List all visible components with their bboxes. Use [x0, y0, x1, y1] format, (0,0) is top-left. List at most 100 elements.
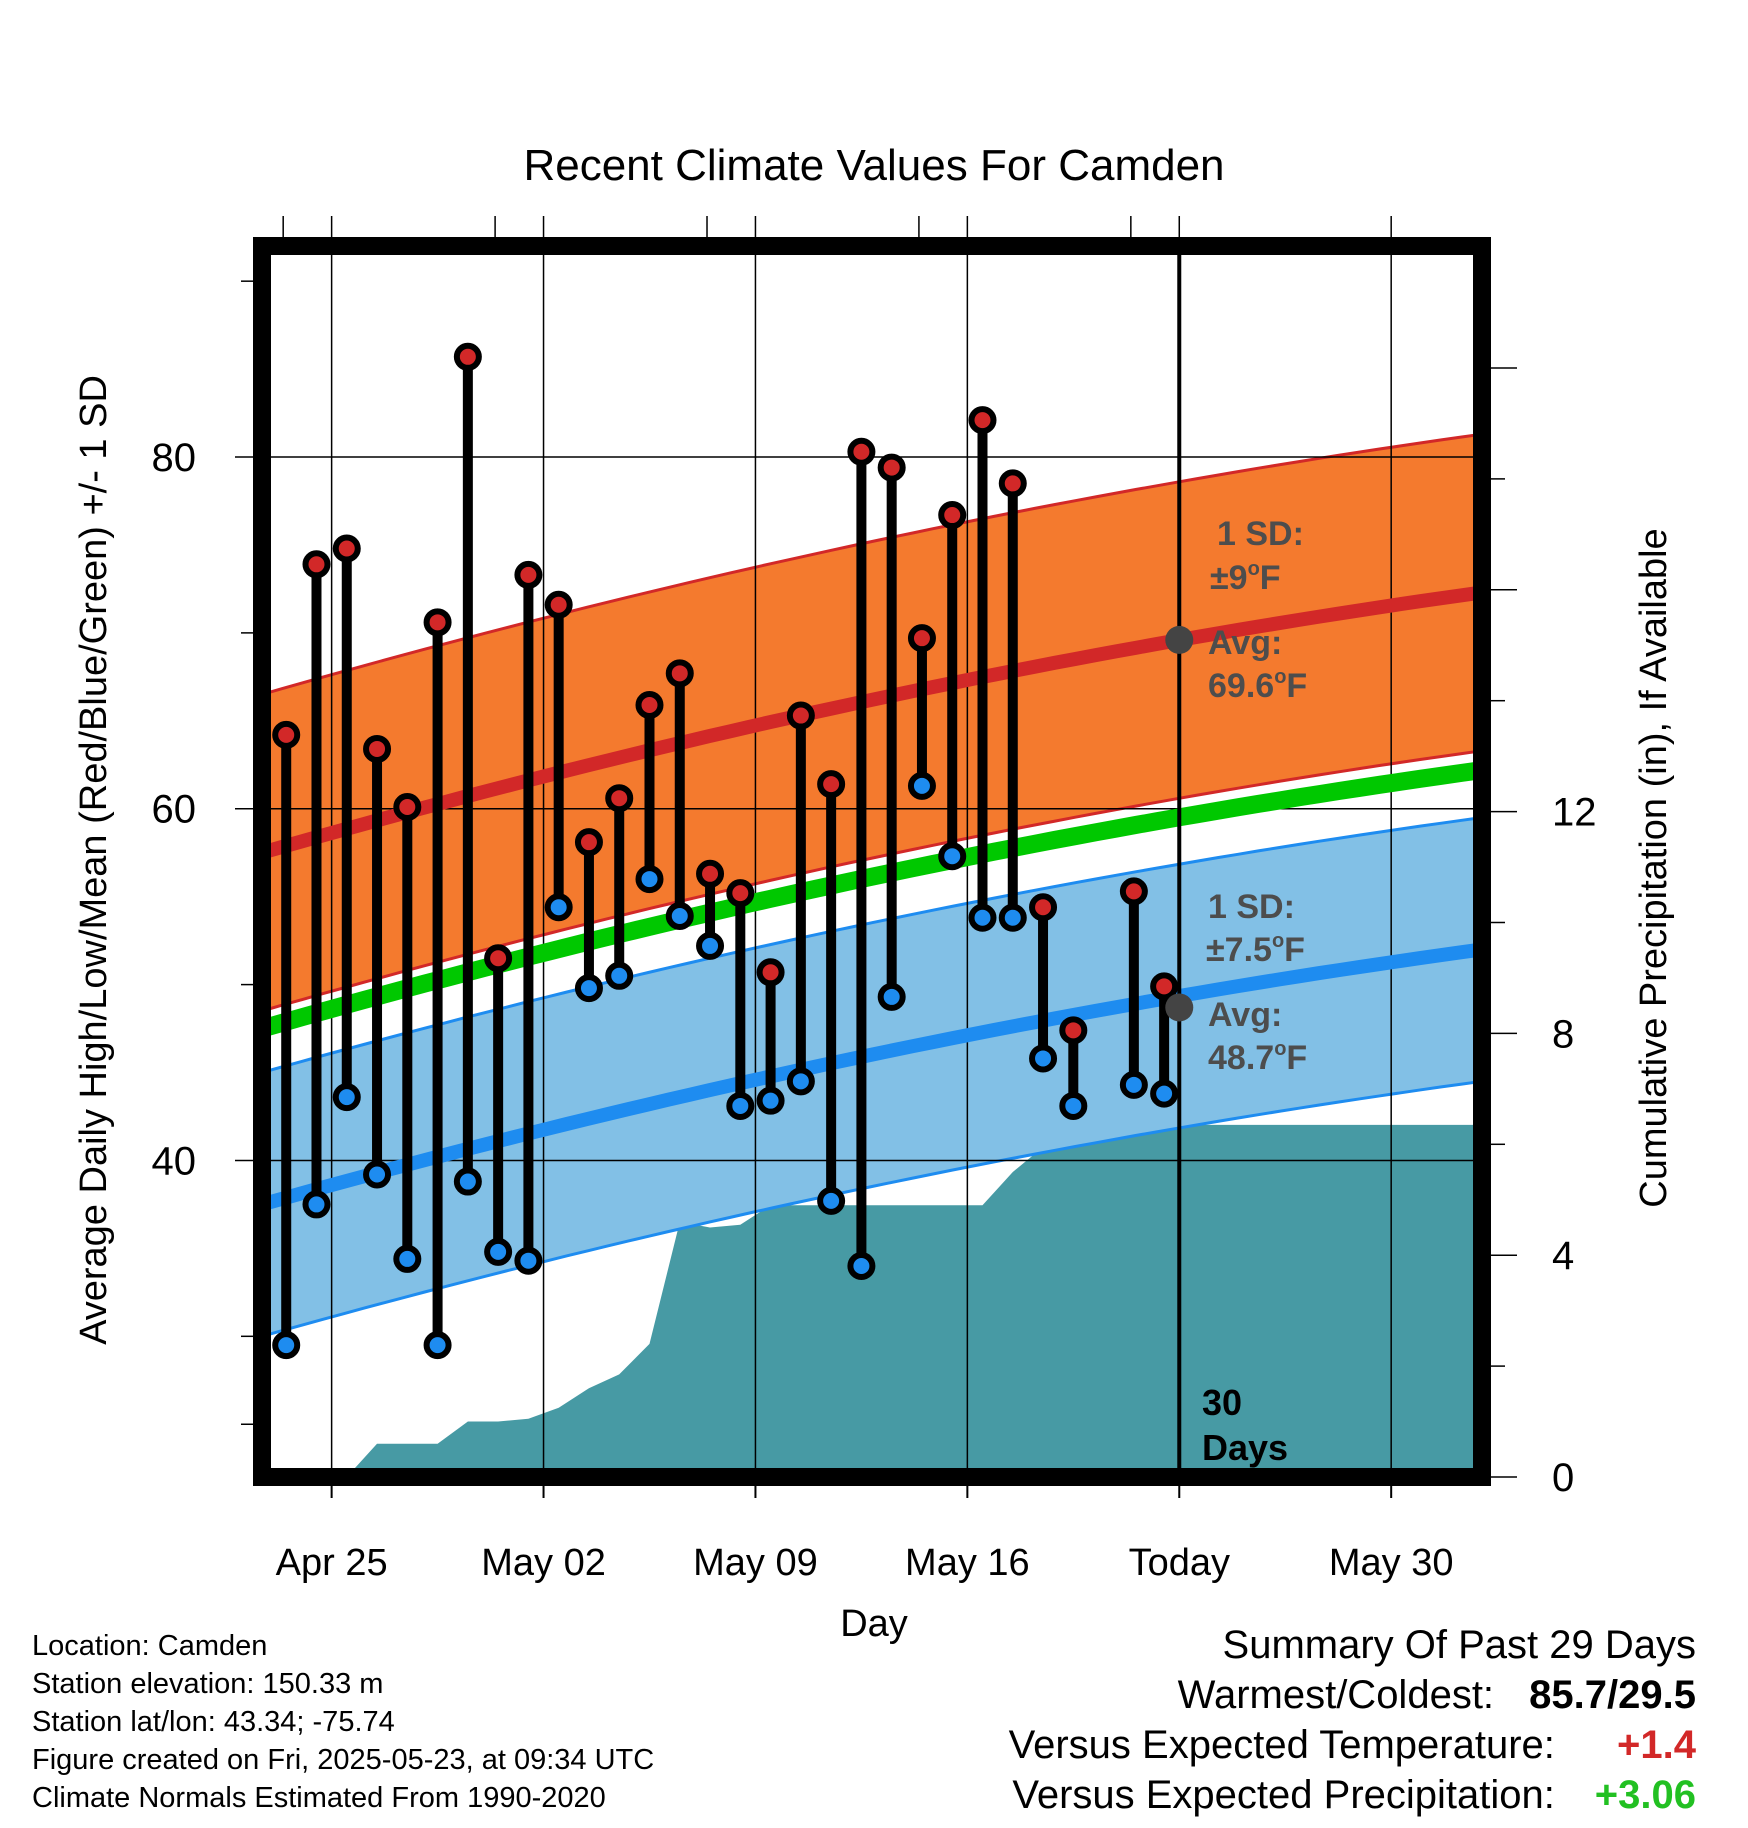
high-point-12	[635, 690, 664, 719]
high-point-19	[847, 437, 876, 466]
summary-warmest-row: Warmest/Coldest: 85.7/29.5	[1009, 1670, 1696, 1720]
high-point-27	[1119, 877, 1148, 906]
high-point-20	[877, 453, 906, 482]
y-right-tick-label-1: 4	[1552, 1234, 1574, 1278]
info-elevation: Station elevation: 150.33 m	[32, 1668, 384, 1700]
y-axis-left-label: Average Daily High/Low/Mean (Red/Blue/Gr…	[73, 375, 115, 1345]
high-point-22	[938, 501, 967, 530]
low-sd-lower-edge	[261, 1079, 1483, 1338]
x-tick-label-4: Today	[1129, 1542, 1230, 1584]
x-tick-label-5: May 30	[1329, 1542, 1454, 1584]
low-point-8	[514, 1246, 543, 1275]
low-avg-value: 48.7oF	[1208, 1038, 1307, 1077]
y-right-tick-label-3: 12	[1552, 791, 1597, 835]
low-avg-label: Avg:	[1208, 996, 1282, 1034]
high-point-8	[514, 560, 543, 589]
low-point-27	[1119, 1070, 1148, 1099]
precip-area	[286, 1122, 1483, 1477]
summary-title: Summary Of Past 29 Days	[1222, 1623, 1696, 1667]
y-right-tick-label-2: 8	[1552, 1012, 1574, 1056]
low-point-10	[574, 974, 603, 1003]
info-latlon: Station lat/lon: 43.34; -75.74	[32, 1706, 395, 1738]
warmest-label: Warmest/Coldest:	[1177, 1673, 1495, 1717]
x-tick-label-2: May 09	[693, 1542, 818, 1584]
high-point-21	[907, 624, 936, 653]
high-point-2	[332, 534, 361, 563]
low-point-9	[544, 893, 573, 922]
station-info: Location: Camden Station elevation: 150.…	[32, 1627, 654, 1817]
high-point-13	[665, 659, 694, 688]
low-point-13	[665, 902, 694, 931]
high-point-25	[1029, 893, 1058, 922]
low-point-4	[393, 1244, 422, 1273]
x-tick-label-0: Apr 25	[276, 1542, 388, 1584]
low-sd-band	[262, 817, 1482, 1337]
low-point-19	[847, 1251, 876, 1280]
days-word-label: Days	[1202, 1427, 1288, 1468]
high-point-17	[786, 701, 815, 730]
warmest-value: 85.7/29.5	[1529, 1673, 1696, 1717]
x-tick-label-1: May 02	[481, 1542, 606, 1584]
low-point-12	[635, 865, 664, 894]
x-axis-label: Day	[840, 1603, 908, 1645]
high-sd-band	[262, 434, 1482, 1011]
high-point-26	[1059, 1016, 1088, 1045]
high-point-11	[605, 784, 634, 813]
low-point-20	[877, 982, 906, 1011]
low-point-25	[1029, 1044, 1058, 1073]
info-normals: Climate Normals Estimated From 1990-2020	[32, 1782, 606, 1814]
precip-label: Versus Expected Precipitation:	[1012, 1773, 1555, 1817]
low-point-17	[786, 1067, 815, 1096]
low-point-24	[998, 903, 1027, 932]
summary-block: Summary Of Past 29 Days Warmest/Coldest:…	[1009, 1620, 1696, 1820]
high-point-16	[756, 958, 785, 987]
high-point-3	[363, 734, 392, 763]
low-point-28	[1150, 1079, 1179, 1108]
y-axis-right-label: Cumulative Precipitation (in), If Availa…	[1633, 528, 1675, 1207]
info-location: Location: Camden	[32, 1630, 268, 1662]
days-count-label: 30	[1202, 1382, 1242, 1423]
low-point-22	[938, 842, 967, 871]
low-point-2	[332, 1083, 361, 1112]
high-point-6	[453, 342, 482, 371]
y-left-tick-label-0: 40	[152, 1139, 197, 1183]
low-point-16	[756, 1086, 785, 1115]
low-point-6	[453, 1167, 482, 1196]
high-point-7	[484, 944, 513, 973]
avg-low-marker	[1165, 993, 1194, 1022]
low-sd-label: 1 SD:	[1208, 888, 1295, 926]
low-sd-value: ±7.5oF	[1206, 930, 1305, 969]
low-point-5	[423, 1331, 452, 1360]
precip-anomaly-value: +3.06	[1594, 1773, 1696, 1817]
low-point-14	[696, 931, 725, 960]
plot-frame	[253, 237, 1491, 1486]
low-point-11	[605, 961, 634, 990]
plot-area: 1 SD: ±9oF Avg: 69.6oF 1 SD: ±7.5oF Avg: 48.7oF…	[152, 216, 1597, 1584]
y-left-tick-label-1: 60	[152, 788, 197, 832]
low-point-15	[726, 1091, 755, 1120]
avg-high-marker	[1165, 625, 1194, 654]
low-point-7	[484, 1237, 513, 1266]
low-point-0	[272, 1331, 301, 1360]
summary-temp-row: Versus Expected Temperature: +1.4	[1009, 1720, 1696, 1770]
temp-anomaly-value: +1.4	[1617, 1723, 1696, 1767]
high-point-15	[726, 879, 755, 908]
low-point-1	[302, 1190, 331, 1219]
x-tick-label-3: May 16	[905, 1542, 1030, 1584]
high-point-0	[272, 720, 301, 749]
info-created: Figure created on Fri, 2025-05-23, at 09…	[32, 1744, 655, 1776]
high-sd-label: 1 SD:	[1217, 515, 1304, 553]
high-point-1	[302, 550, 331, 579]
high-point-4	[393, 792, 422, 821]
high-point-10	[574, 828, 603, 857]
high-point-14	[696, 859, 725, 888]
high-point-28	[1150, 972, 1179, 1001]
high-sd-value: ±9oF	[1210, 558, 1281, 597]
y-right-tick-label-0: 0	[1552, 1456, 1574, 1500]
high-point-24	[998, 469, 1027, 498]
high-avg-value: 69.6oF	[1208, 666, 1307, 705]
high-point-5	[423, 608, 452, 637]
summary-precip-row: Versus Expected Precipitation: +3.06	[1009, 1770, 1696, 1820]
low-point-18	[817, 1186, 846, 1215]
